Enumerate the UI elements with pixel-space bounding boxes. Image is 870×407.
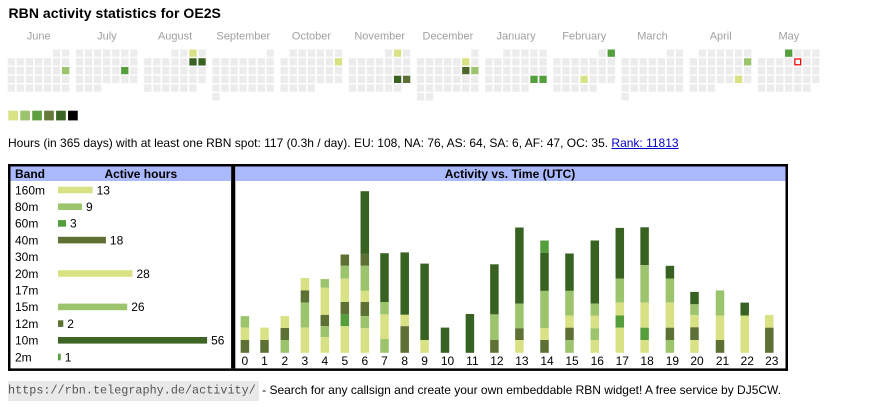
svg-text:9: 9 [86, 200, 93, 214]
svg-text:17m: 17m [15, 283, 38, 297]
svg-text:2m: 2m [15, 350, 32, 364]
svg-text:November: November [354, 31, 405, 43]
svg-text:20m: 20m [15, 266, 38, 280]
svg-text:19: 19 [666, 353, 680, 367]
svg-text:1: 1 [65, 350, 72, 364]
svg-text:6: 6 [361, 353, 368, 367]
svg-text:14: 14 [540, 353, 554, 367]
svg-text:15: 15 [565, 353, 579, 367]
svg-text:July: July [97, 31, 117, 43]
svg-text:160m: 160m [15, 183, 45, 197]
svg-text:Active hours: Active hours [104, 167, 177, 181]
svg-text:18: 18 [110, 233, 124, 247]
svg-text:80m: 80m [15, 200, 38, 214]
svg-text:13: 13 [515, 353, 529, 367]
svg-text:12m: 12m [15, 316, 38, 330]
svg-text:21: 21 [716, 353, 730, 367]
svg-text:17: 17 [616, 353, 630, 367]
svg-text:40m: 40m [15, 233, 38, 247]
svg-text:18: 18 [640, 353, 654, 367]
svg-text:22: 22 [741, 353, 755, 367]
svg-text:10: 10 [441, 353, 455, 367]
svg-text:12: 12 [490, 353, 504, 367]
svg-text:Band: Band [15, 167, 45, 181]
svg-text:0: 0 [242, 353, 249, 367]
svg-text:Activity vs. Time (UTC): Activity vs. Time (UTC) [445, 167, 575, 181]
svg-text:20: 20 [690, 353, 704, 367]
svg-text:10m: 10m [15, 333, 38, 347]
svg-text:January: January [497, 31, 537, 43]
svg-text:3: 3 [70, 216, 77, 230]
svg-text:4: 4 [321, 353, 328, 367]
svg-text:23: 23 [765, 353, 779, 367]
svg-text:15m: 15m [15, 300, 38, 314]
svg-text:August: August [158, 31, 192, 43]
svg-text:60m: 60m [15, 216, 38, 230]
svg-text:2: 2 [67, 316, 74, 330]
svg-text:28: 28 [137, 266, 151, 280]
svg-text:5: 5 [341, 353, 348, 367]
svg-text:2: 2 [281, 353, 288, 367]
svg-text:October: October [292, 31, 331, 43]
svg-text:June: June [27, 31, 51, 43]
svg-text:26: 26 [131, 300, 145, 314]
svg-text:March: March [637, 31, 668, 43]
svg-text:3: 3 [302, 353, 309, 367]
svg-text:May: May [779, 31, 800, 43]
svg-text:8: 8 [401, 353, 408, 367]
svg-text:December: December [423, 31, 474, 43]
svg-text:9: 9 [421, 353, 428, 367]
svg-text:February: February [562, 31, 607, 43]
svg-text:7: 7 [381, 353, 388, 367]
svg-text:11: 11 [466, 353, 479, 367]
svg-text:13: 13 [97, 183, 111, 197]
svg-text:56: 56 [211, 333, 225, 347]
svg-text:September: September [216, 31, 270, 43]
svg-text:30m: 30m [15, 250, 38, 264]
svg-text:16: 16 [591, 353, 605, 367]
svg-text:April: April [710, 31, 732, 43]
svg-text:1: 1 [261, 353, 268, 367]
